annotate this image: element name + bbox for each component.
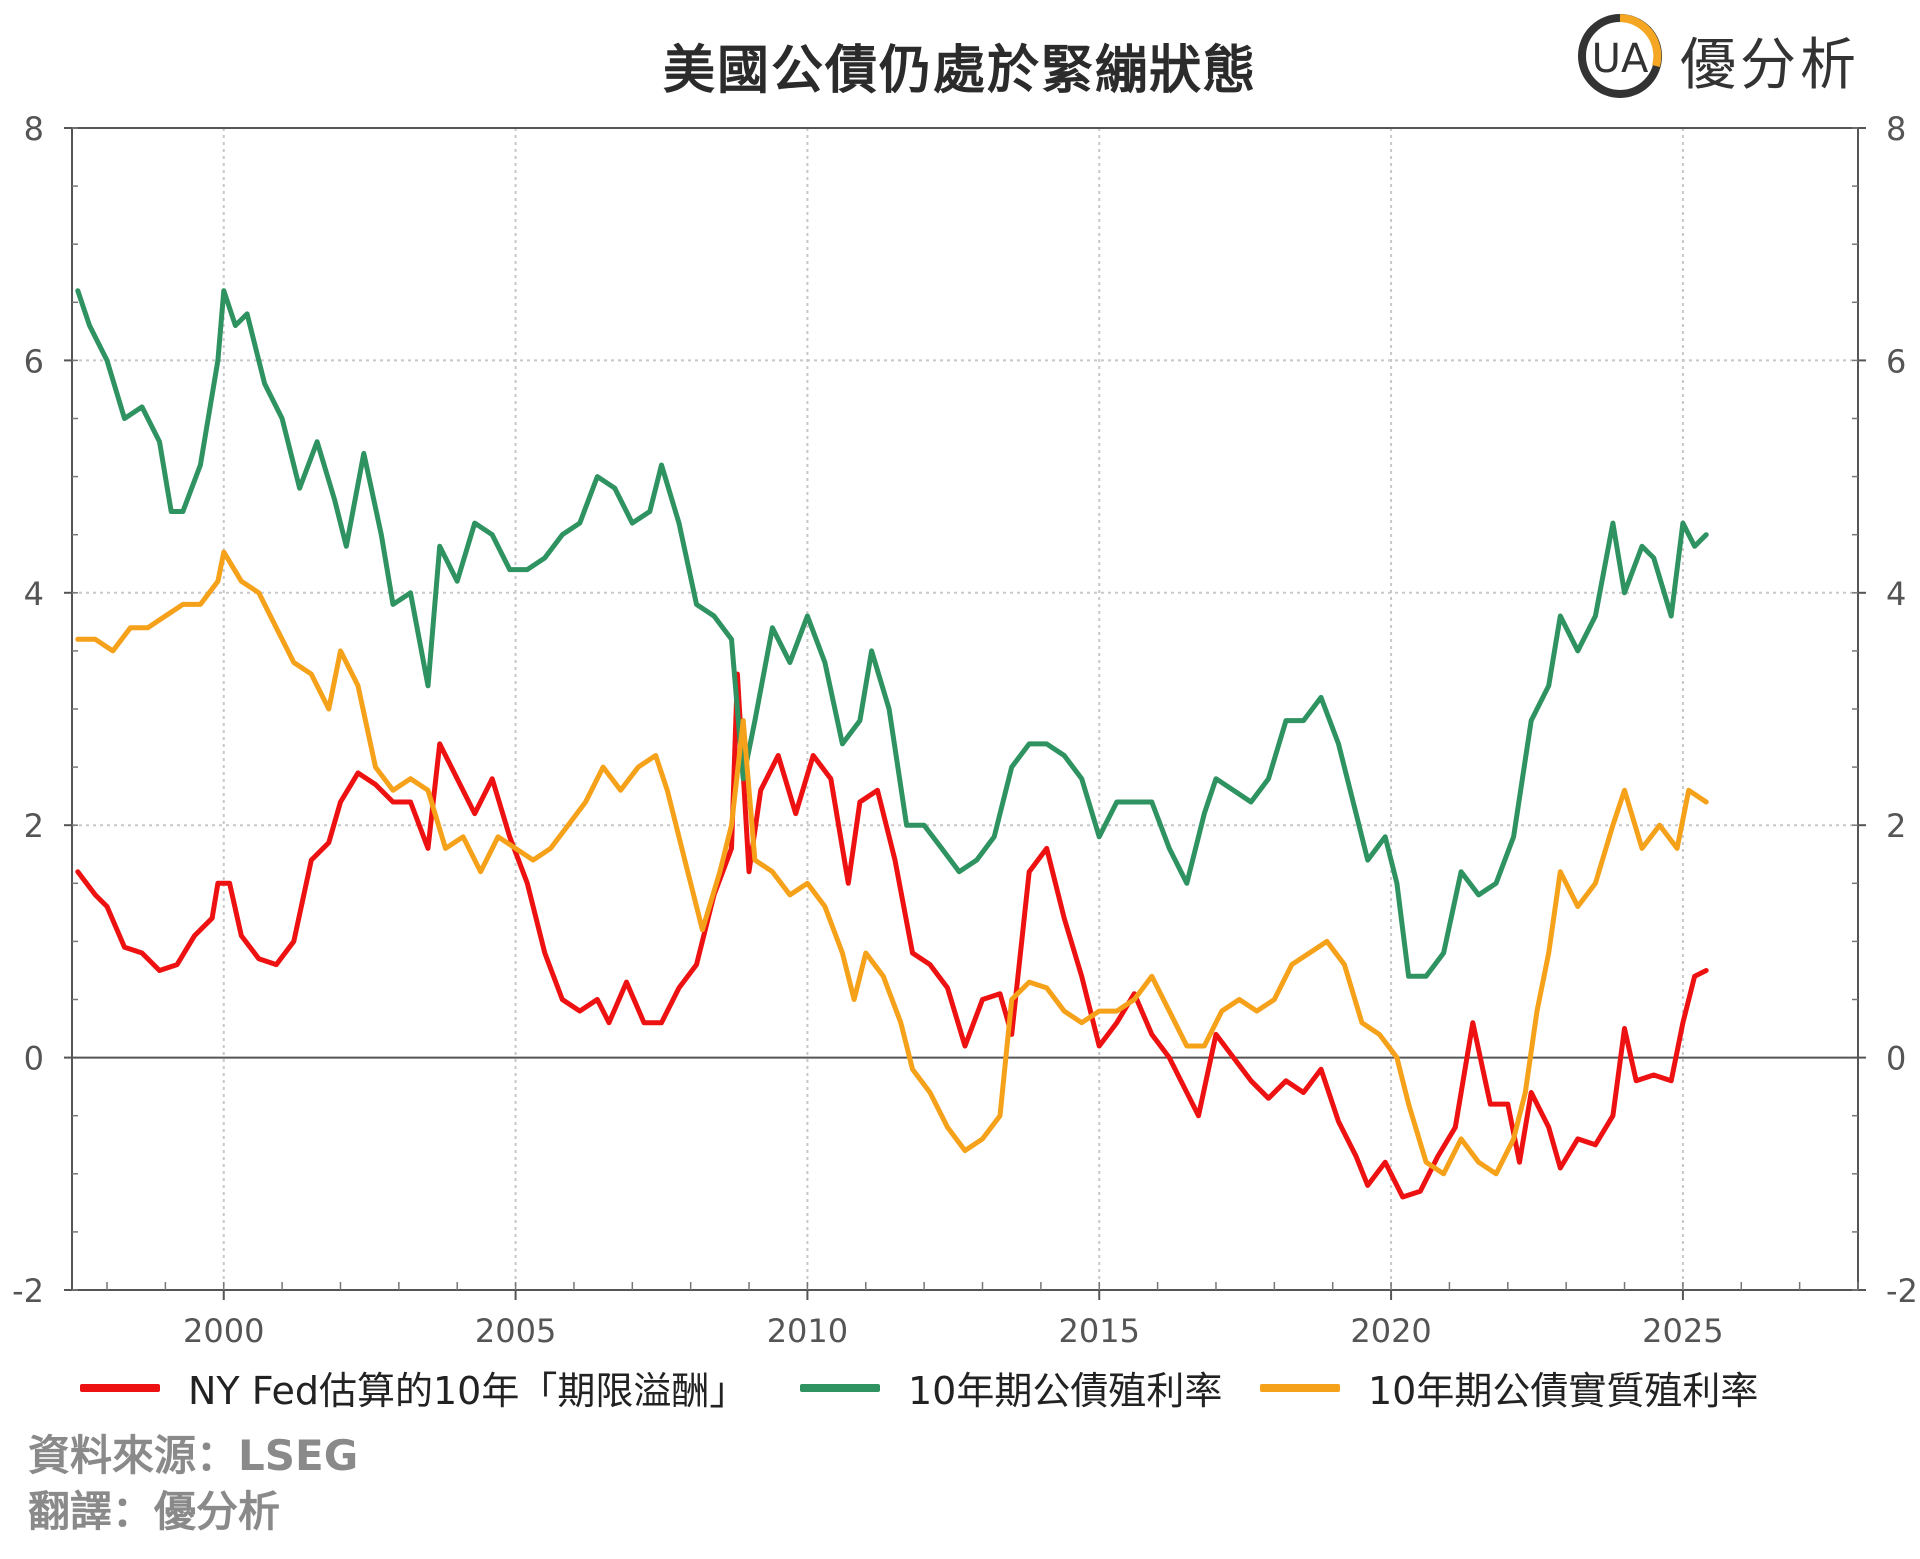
y-tick-label-right: 8 [1886, 110, 1906, 148]
translation-line: 翻譯：優分析 [28, 1487, 281, 1536]
tick-labels: -2 -2 0 0 2 2 4 4 6 6 8 8 2000 2005 2010 2015 2020 2025 [12, 110, 1918, 1350]
y-tick-label-left: 8 [24, 110, 44, 148]
y-tick-label-right: 6 [1886, 342, 1906, 380]
y-tick-label-left: 2 [24, 807, 44, 845]
y-tick-label-left: 4 [24, 575, 44, 613]
legend-swatch [1260, 1383, 1340, 1392]
x-tick-label: 2005 [475, 1312, 556, 1350]
x-tick-label: 2000 [183, 1312, 264, 1350]
x-tick-label: 2025 [1642, 1312, 1723, 1350]
logo-letters: UA [1592, 36, 1649, 82]
legend-label: 10年期公債實質殖利率 [1368, 1369, 1759, 1413]
y-tick-label-left: -2 [12, 1272, 44, 1310]
source-line: 資料來源：LSEG [28, 1431, 359, 1480]
legend-item: 10年期公債實質殖利率 [1260, 1360, 1758, 1415]
brand-name: 優分析 [1680, 33, 1860, 98]
x-tick-label: 2010 [767, 1312, 848, 1350]
legend-item: 10年期公債殖利率 [800, 1360, 1222, 1415]
series-line-1 [75, 288, 1709, 979]
y-tick-label-right: -2 [1886, 1272, 1918, 1310]
series [75, 288, 1709, 1200]
source-note: 資料來源：LSEG 翻譯：優分析 [28, 1428, 358, 1540]
logo-accent-arc [1619, 14, 1662, 68]
plot-frame [71, 127, 1859, 1291]
legend-item: NY Fed估算的10年「期限溢酬」 [80, 1360, 747, 1415]
legend: NY Fed估算的10年「期限溢酬」 10年期公債殖利率 10年期公債實質殖利率 [80, 1360, 1880, 1420]
y-tick-label-right: 4 [1886, 575, 1906, 613]
y-tick-label-right: 0 [1886, 1040, 1906, 1078]
series-line-2 [75, 549, 1709, 1177]
y-tick-label-left: 6 [24, 342, 44, 380]
line-chart: -2 -2 0 0 2 2 4 4 6 6 8 8 2000 2005 2010 2015 2020 2025 [12, 110, 1918, 1350]
x-tick-label: 2020 [1350, 1312, 1431, 1350]
legend-swatch [80, 1383, 160, 1392]
legend-label: NY Fed估算的10年「期限溢酬」 [188, 1369, 748, 1413]
grid [72, 127, 1858, 1291]
legend-swatch [800, 1383, 880, 1392]
legend-label: 10年期公債殖利率 [908, 1369, 1223, 1413]
y-tick-label-right: 2 [1886, 807, 1906, 845]
series-line-0 [75, 671, 1709, 1200]
x-tick-label: 2015 [1059, 1312, 1140, 1350]
axes [64, 127, 1866, 1300]
chart-title: 美國公債仍處於緊繃狀態 [662, 41, 1257, 101]
y-tick-label-left: 0 [24, 1040, 44, 1078]
brand-logo: UA [1578, 14, 1662, 98]
